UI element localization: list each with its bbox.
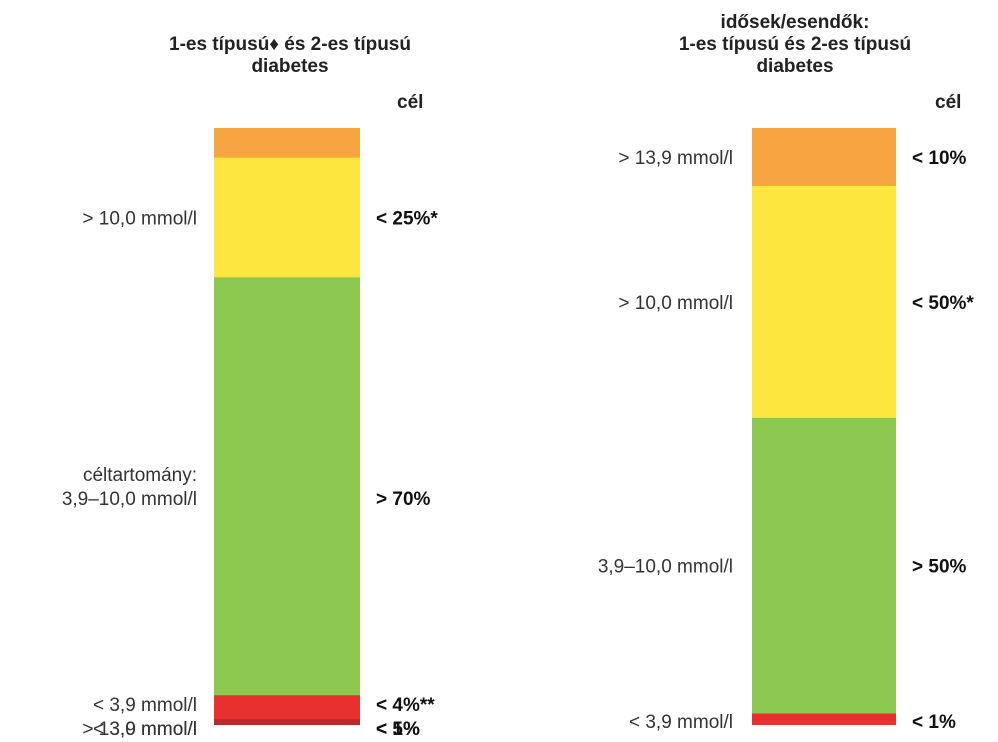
- range-label-left-1: > 10,0 mmol/l: [82, 209, 197, 230]
- range-label-right-2: 3,9–10,0 mmol/l: [598, 557, 733, 578]
- bar-segment-right-1: [752, 185, 896, 418]
- bar-segment-left-4: [214, 719, 360, 725]
- range-label-right-1: > 10,0 mmol/l: [618, 293, 733, 314]
- bar-segment-left-3: [214, 695, 360, 720]
- range-label-left-3: < 3,9 mmol/l: [93, 695, 197, 716]
- range-label-left-0: > 13,9 mmol/l: [82, 719, 197, 740]
- bar-segment-left-0: [214, 128, 360, 158]
- goal-label-right-3: < 1%: [912, 712, 956, 733]
- goal-label-right-0: < 10%: [912, 148, 967, 169]
- goal-label-left-4: < 1%: [376, 719, 420, 740]
- bar-segment-right-0: [752, 128, 896, 186]
- goal-label-right-1: < 50%*: [912, 293, 974, 314]
- goal-label-left-2: > 70%: [376, 489, 431, 510]
- range-label-right-0: > 13,9 mmol/l: [618, 148, 733, 169]
- goal-label-left-0: < 5%: [376, 719, 420, 740]
- range-label-right-3: < 3,9 mmol/l: [629, 712, 733, 733]
- chart-title-left: 1-es típusú♦ és 2-es típusú diabetes: [169, 34, 411, 77]
- goal-label-left-3: < 4%**: [376, 695, 435, 716]
- bar-segment-right-3: [752, 713, 896, 725]
- chart-title-right: idősek/esendők: 1-es típusú és 2-es típu…: [678, 12, 912, 77]
- range-label-left-2-line-1: 3,9–10,0 mmol/l: [62, 489, 197, 510]
- bar-segment-left-2: [214, 277, 360, 696]
- goal-label-right-2: > 50%: [912, 557, 967, 578]
- goal-header-left: cél: [397, 92, 424, 113]
- range-label-left-4: < 3,0 mmol/l: [93, 719, 197, 740]
- bar-segment-right-2: [752, 417, 896, 714]
- goal-label-left-1: < 25%*: [376, 209, 438, 230]
- range-label-left-2-line-0: céltartomány:: [83, 465, 197, 486]
- bar-segment-left-1: [214, 157, 360, 278]
- goal-header-right: cél: [935, 92, 962, 113]
